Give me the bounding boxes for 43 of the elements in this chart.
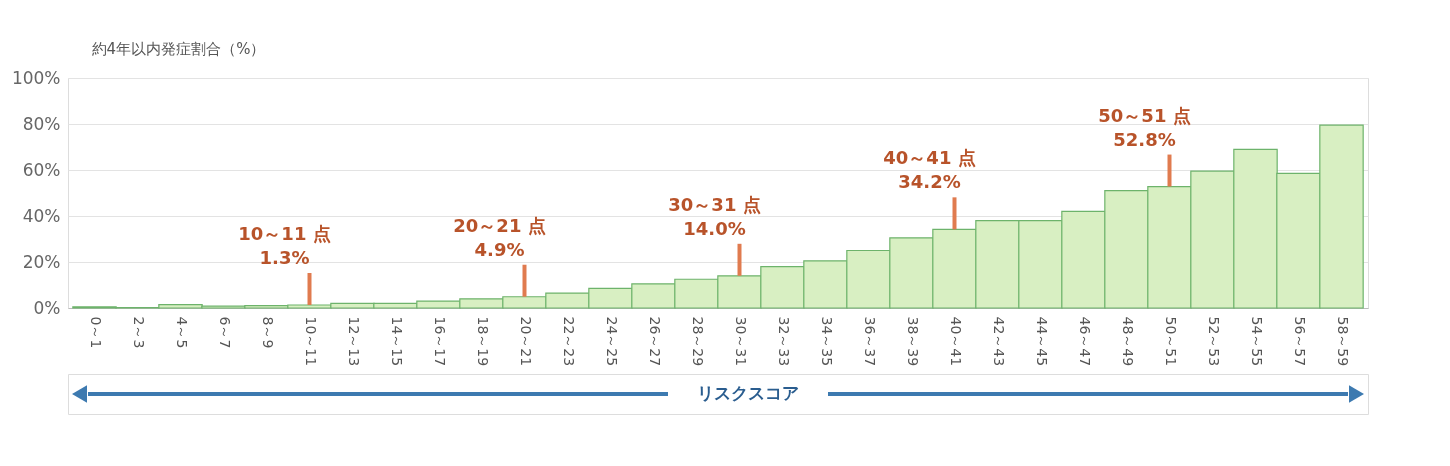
x-tick-label: 54～55 xyxy=(1249,316,1265,367)
x-tick-label: 38～39 xyxy=(905,316,921,367)
x-tick-label: 10～11 xyxy=(303,316,319,367)
x-tick-label: 24～25 xyxy=(604,316,620,367)
x-tick-label: 2～3 xyxy=(131,316,147,349)
y-tick-label: 80% xyxy=(22,113,61,134)
x-tick-label: 22～23 xyxy=(561,316,577,367)
x-tick-label: 16～17 xyxy=(432,316,448,367)
x-tick-label: 34～35 xyxy=(819,316,835,367)
x-tick-label: 8～9 xyxy=(260,316,276,349)
x-tick-label: 44～45 xyxy=(1034,316,1050,367)
x-axis-title: リスクスコア xyxy=(697,383,799,403)
y-tick-label: 60% xyxy=(22,159,61,180)
x-tick-label: 48～49 xyxy=(1120,316,1136,367)
x-tick-label: 30～31 xyxy=(733,316,749,367)
x-tick-label: 42～43 xyxy=(991,316,1007,367)
x-tick-label: 26～27 xyxy=(647,316,663,367)
annotation: 40～41 点 34.2% xyxy=(883,147,976,193)
x-tick-label: 12～13 xyxy=(346,316,362,367)
annotation: 10～11 点 1.3% xyxy=(238,223,331,269)
y-axis-title: 約4年以内発症割合（%） xyxy=(91,39,266,58)
y-tick-label: 20% xyxy=(22,251,61,272)
y-tick-label: 100% xyxy=(11,67,61,88)
annotation: 20～21 点 4.9% xyxy=(453,214,546,260)
y-tick-label: 40% xyxy=(22,205,61,226)
annotation: 30～31 点 14.0% xyxy=(668,193,761,239)
x-tick-label: 32～33 xyxy=(776,316,792,367)
annotation: 50～51 点 52.8% xyxy=(1098,104,1191,150)
x-tick-label: 46～47 xyxy=(1077,316,1093,367)
x-tick-label: 58～59 xyxy=(1335,316,1351,367)
x-tick-label: 36～37 xyxy=(862,316,878,367)
x-tick-label: 18～19 xyxy=(475,316,491,367)
y-tick-label: 0% xyxy=(33,297,61,318)
x-tick-label: 40～41 xyxy=(948,316,964,367)
x-tick-label: 4～5 xyxy=(174,316,190,349)
x-tick-label: 50～51 xyxy=(1163,316,1179,367)
x-tick-label: 0～1 xyxy=(88,316,104,349)
x-tick-label: 6～7 xyxy=(217,316,233,349)
x-tick-label: 56～57 xyxy=(1292,316,1308,367)
x-tick-label: 52～53 xyxy=(1206,316,1222,367)
x-tick-label: 20～21 xyxy=(518,316,534,367)
x-tick-label: 28～29 xyxy=(690,316,706,367)
x-tick-label: 14～15 xyxy=(389,316,405,367)
